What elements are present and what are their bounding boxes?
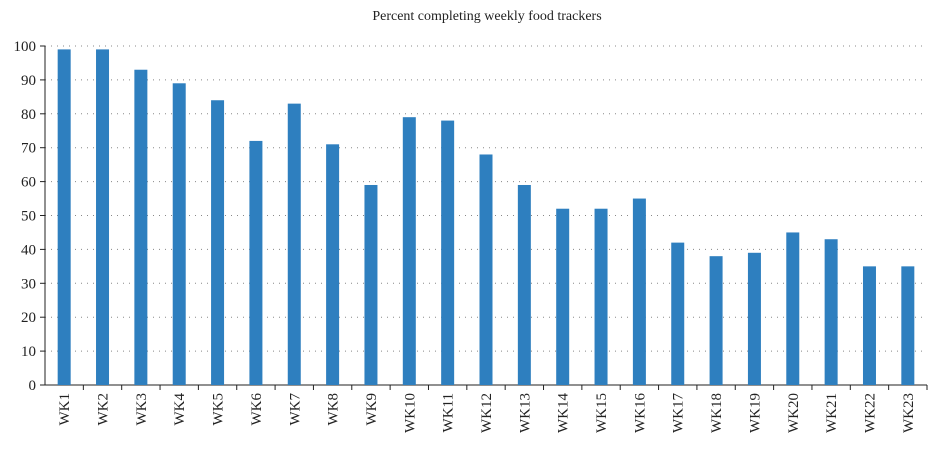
bar [57, 49, 71, 385]
bar [786, 232, 800, 385]
y-tick-label: 80 [21, 107, 36, 123]
bar [824, 239, 838, 385]
bar [517, 184, 531, 385]
x-tick-label: WK8 [326, 393, 342, 426]
x-tick-label: WK7 [287, 393, 303, 426]
bar [249, 140, 263, 385]
x-tick-label: WK21 [824, 393, 840, 433]
y-tick-label: 90 [21, 73, 36, 89]
bar [594, 208, 608, 385]
y-tick-label: 40 [21, 242, 36, 258]
x-tick-label: WK9 [364, 393, 380, 426]
bar [402, 117, 416, 385]
y-tick-label: 50 [21, 209, 36, 225]
y-tick-label: 10 [21, 344, 36, 360]
x-tick-label: WK6 [249, 393, 265, 426]
y-tick-label: 0 [29, 378, 37, 394]
x-tick-label: WK5 [211, 393, 227, 426]
bar [747, 252, 761, 385]
x-tick-label: WK22 [862, 393, 878, 433]
x-tick-label: WK1 [57, 393, 73, 426]
bar [364, 184, 378, 385]
bar [901, 266, 915, 385]
x-tick-label: WK23 [901, 393, 917, 433]
bar [441, 120, 455, 385]
y-tick-label: 20 [21, 310, 36, 326]
bar [671, 242, 685, 385]
x-tick-label: WK16 [632, 393, 648, 433]
x-tick-label: WK11 [441, 393, 457, 432]
x-tick-label: WK12 [479, 393, 495, 433]
bar [287, 103, 301, 385]
x-tick-label: WK3 [134, 393, 150, 426]
chart-title: Percent completing weekly food trackers [372, 9, 601, 24]
y-tick-label: 60 [21, 175, 36, 191]
x-tick-label: WK19 [747, 393, 763, 433]
bar [326, 144, 340, 385]
bar [709, 256, 723, 385]
x-tick-label: WK18 [709, 393, 725, 433]
bar [172, 83, 186, 385]
x-tick-label: WK20 [786, 393, 802, 433]
y-tick-label: 100 [14, 39, 37, 55]
x-tick-label: WK14 [556, 393, 572, 433]
y-tick-label: 70 [21, 141, 36, 157]
x-tick-label: WK13 [517, 393, 533, 433]
x-tick-label: WK4 [172, 393, 188, 426]
x-tick-label: WK15 [594, 393, 610, 433]
x-tick-label: WK10 [402, 393, 418, 433]
bar [862, 266, 876, 385]
bar [211, 100, 225, 386]
y-tick-label: 30 [21, 276, 36, 292]
bar [632, 198, 646, 385]
bar [134, 69, 148, 385]
x-tick-label: WK2 [96, 393, 112, 426]
bar [479, 154, 493, 385]
bar [96, 49, 110, 385]
bar [556, 208, 570, 385]
x-tick-label: WK17 [671, 393, 687, 433]
